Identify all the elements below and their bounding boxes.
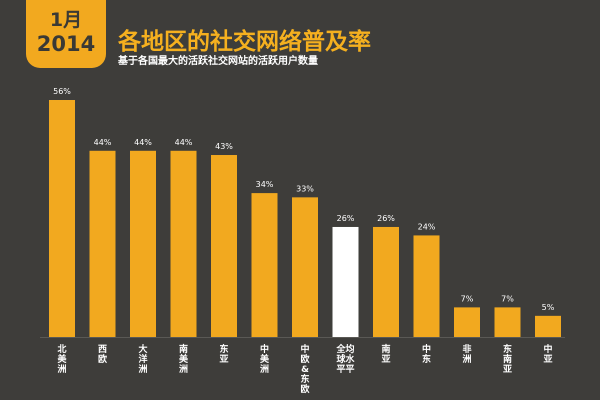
bar [170,150,197,337]
bar [413,235,440,337]
bar [251,193,278,337]
category-label: 大洋洲 [138,343,147,375]
category-label: 全均球水平平 [335,343,355,375]
bar [89,150,116,337]
chart-subtitle: 基于各国最大的活跃社交网站的活跃用户数量 [118,56,318,67]
category-label: 南亚 [381,343,390,365]
badge-year: 2014 [36,32,96,56]
bar-value-label: 33% [296,184,314,193]
bar-value-label: 7% [461,294,474,303]
bar [49,100,75,337]
category-label: 东亚 [219,343,228,365]
bar-value-label: 44% [175,138,193,147]
bar [130,150,156,337]
badge-month: 1月 [49,9,83,31]
category-label: 中欧&东欧 [300,343,309,395]
bar [373,226,399,337]
category-label: 东南亚 [503,343,512,375]
bar-value-label: 7% [501,294,514,303]
bar [454,307,480,337]
category-label: 西欧 [98,344,107,365]
bar-value-label: 56% [53,87,71,96]
bar-value-label: 44% [134,138,152,147]
bar-value-label: 44% [94,138,112,147]
bar [292,197,318,337]
bar [211,155,237,337]
category-label: 中亚 [543,343,552,365]
bar [535,315,561,337]
bar-value-label: 5% [542,303,555,312]
chart-title: 各地区的社交网络普及率 [118,29,371,55]
category-label: 北美洲 [57,343,67,375]
bar-value-label: 34% [256,180,274,189]
category-label: 中美洲 [260,343,270,375]
bar-value-label: 24% [418,222,436,231]
bar-value-label: 43% [215,142,233,151]
bar-value-label: 26% [377,214,395,223]
bar-value-label: 26% [337,214,355,223]
bar [332,226,359,337]
date-badge: 1月 2014 [26,0,106,68]
category-label: 南美洲 [179,343,189,375]
category-label: 中东 [422,343,431,365]
category-label: 非洲 [462,343,471,365]
bar [494,307,521,337]
